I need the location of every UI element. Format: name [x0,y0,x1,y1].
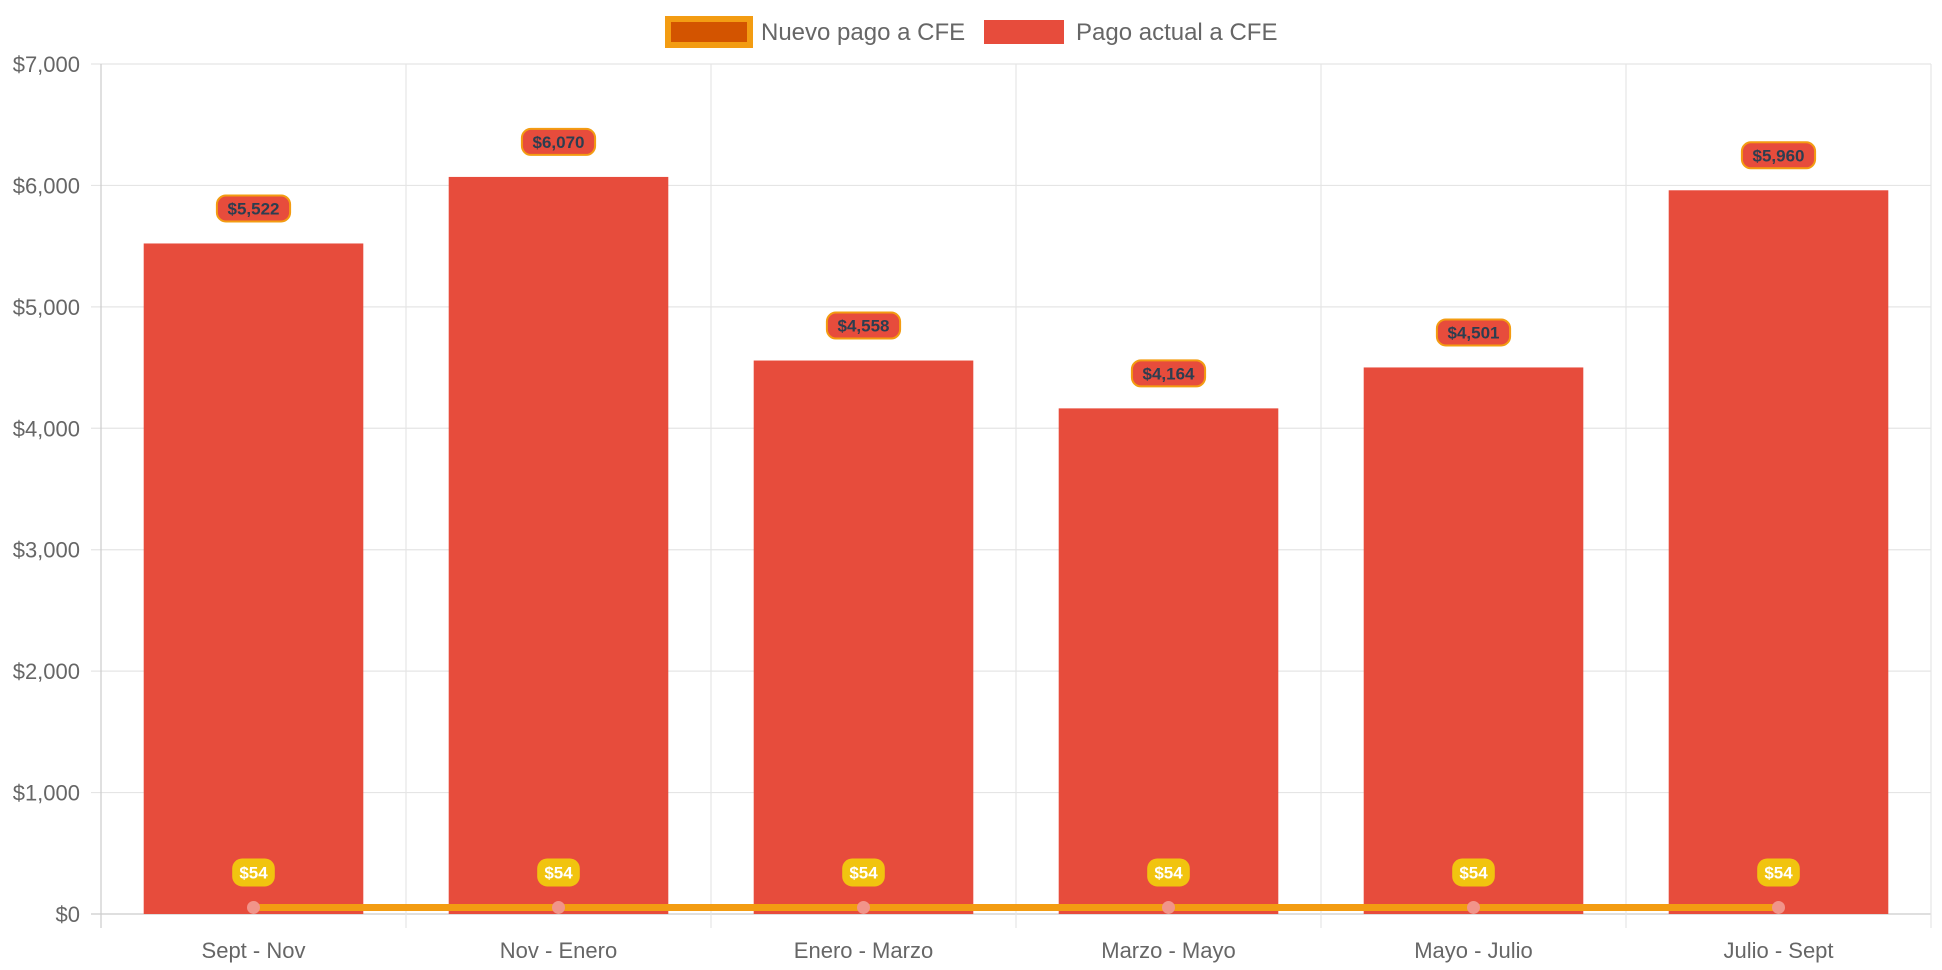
y-tick-label: $7,000 [13,52,80,77]
bar-value-label: $4,501 [1448,323,1500,342]
line-value-label: $54 [1459,863,1488,882]
y-tick-label: $4,000 [13,416,80,441]
y-tick-label: $1,000 [13,781,80,806]
x-tick-label: Enero - Marzo [794,938,933,963]
line-point [552,900,565,914]
line-value-label-bg [1757,858,1800,887]
bar-value-label: $5,960 [1753,146,1805,165]
bar-value-label-bg [1740,141,1817,170]
line-value-label: $54 [1764,863,1793,882]
line-point [247,900,260,914]
bar-value-label: $6,070 [533,133,585,152]
bar-value-label: $4,164 [1143,364,1196,383]
line-value-label: $54 [544,863,573,882]
grid-layer [91,63,1932,928]
legend: Nuevo pago a CFE Pago actual a CFE [665,16,1277,48]
y-tick-label: $0 [56,902,80,927]
legend-swatch-pago-actual[interactable] [984,20,1064,44]
bar-value-label-bg [215,194,292,223]
line-point [857,900,870,914]
line-value-label-bg [842,858,885,887]
data-labels-layer: $5,522 $6,070 $4,558 $4,164 $4,501 $5,960 $54 $… [215,127,1817,887]
bar-value-label: $4,558 [838,317,890,336]
x-tick-label: Mayo - Julio [1414,938,1533,963]
x-tick-label: Sept - Nov [202,938,306,963]
bar-value-label-bg [825,311,902,340]
legend-label-nuevo[interactable]: Nuevo pago a CFE [761,19,965,46]
line-value-label: $54 [239,863,268,882]
line-point [1162,900,1175,914]
x-tick-label: Nov - Enero [500,938,617,963]
line-point [1772,900,1785,914]
line-value-label: $54 [1154,863,1183,882]
bar [143,243,364,914]
x-tick-label: Marzo - Mayo [1101,938,1235,963]
line-value-label-bg [232,858,275,887]
bar [1668,190,1889,915]
bar [1058,408,1279,914]
y-tick-label: $6,000 [13,173,80,198]
line-value-label: $54 [849,863,878,882]
bar-value-label-bg [1435,318,1512,347]
line-value-label-bg [537,858,580,887]
line-value-label-bg [1452,858,1495,887]
bar-value-label-bg [520,127,597,156]
legend-label-pago-actual[interactable]: Pago actual a CFE [1076,19,1277,46]
bars-layer [143,176,1889,915]
bar [753,360,974,914]
line-layer [247,900,1785,914]
x-tick-label: Julio - Sept [1723,938,1833,963]
legend-swatch-nuevo[interactable] [665,16,753,48]
bar [448,176,669,914]
y-tick-label: $3,000 [13,538,80,563]
bar [1363,367,1584,914]
y-tick-label: $2,000 [13,659,80,684]
y-tick-label: $5,000 [13,295,80,320]
line-point [1467,900,1480,914]
line-value-label-bg [1147,858,1190,887]
bar-value-label-bg [1130,359,1207,388]
axis-layer: $0 $1,000 $2,000 $3,000 $4,000 $5,000 $6,000 $7… [13,52,1834,963]
bar-value-label: $5,522 [228,199,280,218]
